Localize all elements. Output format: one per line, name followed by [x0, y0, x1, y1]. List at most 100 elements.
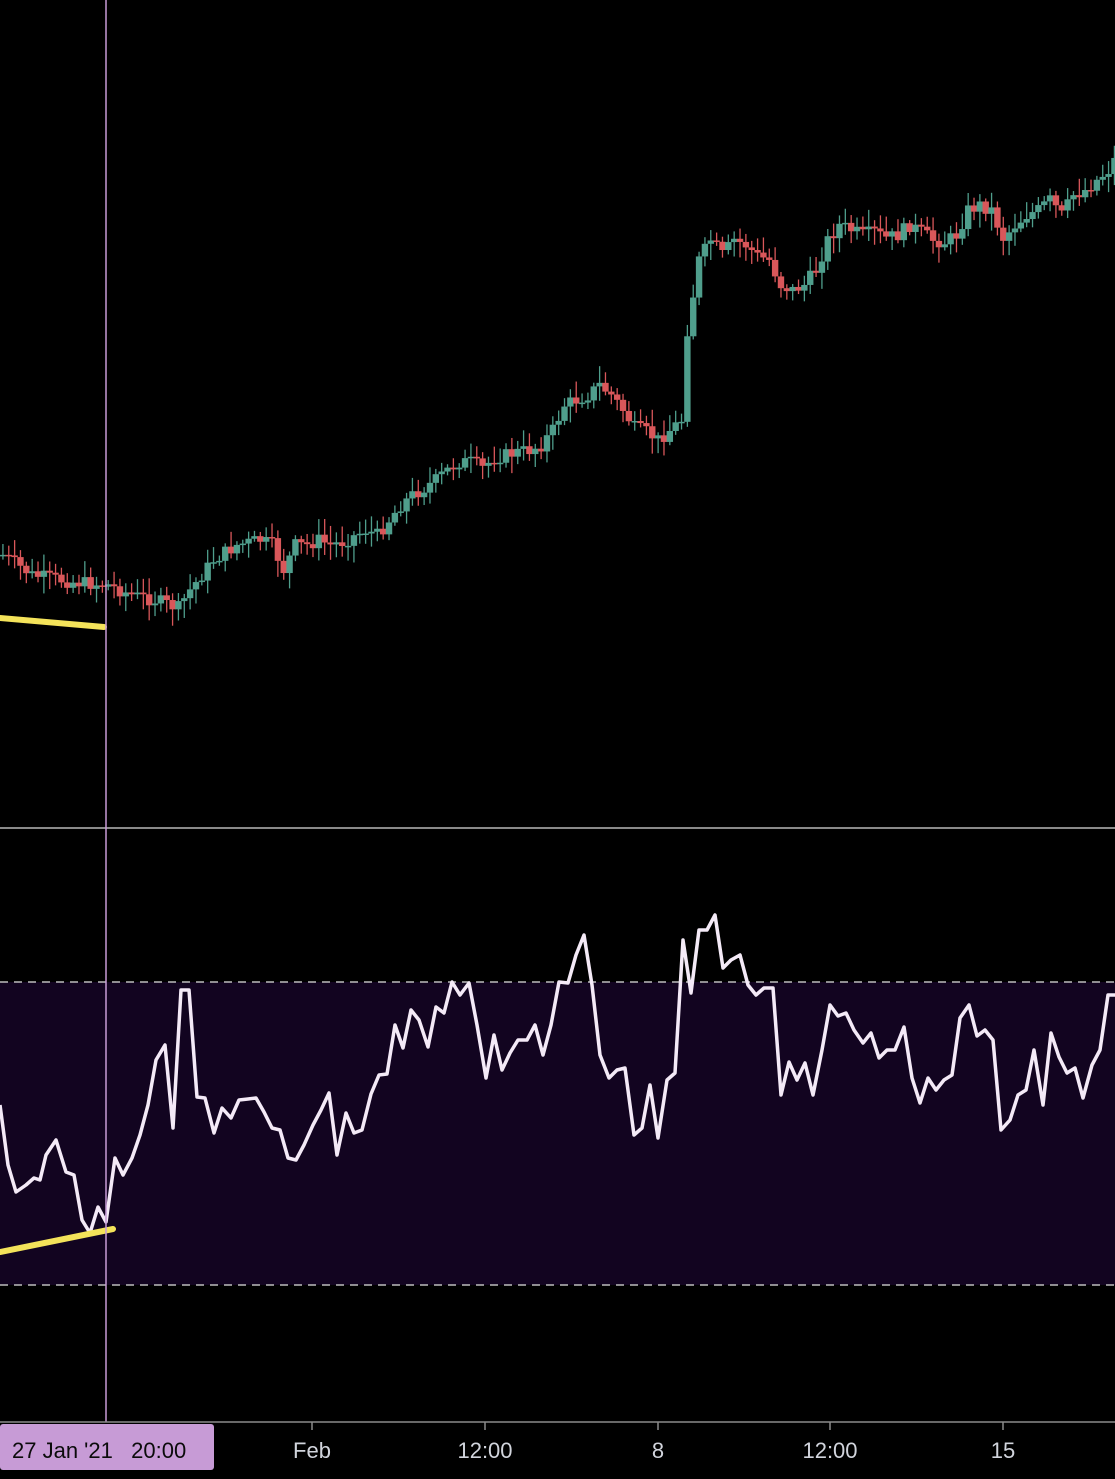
candle-body: [268, 537, 276, 539]
candle-body: [537, 448, 545, 452]
candle-body: [233, 544, 241, 554]
candle-body: [99, 585, 106, 587]
time-axis: Feb 12:00 8 12:00 15 27 Jan '21 20:00: [0, 1421, 1115, 1470]
candle-body: [532, 448, 539, 455]
candle: [812, 257, 820, 277]
candle: [964, 193, 972, 237]
candle: [883, 216, 890, 241]
candle-body: [520, 446, 527, 449]
candle: [350, 531, 358, 563]
candle: [198, 573, 206, 586]
candle: [847, 215, 855, 244]
candle: [1011, 213, 1019, 246]
candle-body: [0, 554, 7, 557]
candle: [128, 583, 135, 602]
candle-body: [391, 512, 399, 523]
candle-body: [1011, 228, 1019, 233]
candle-body: [52, 572, 59, 575]
candle: [613, 388, 621, 411]
candle: [520, 430, 527, 461]
candle-body: [420, 492, 428, 498]
candle: [754, 238, 761, 262]
candle: [649, 409, 656, 454]
candle-body: [456, 467, 463, 470]
candle-body: [145, 594, 153, 606]
candle-body: [613, 394, 621, 400]
time-tick-label: 12:00: [457, 1438, 512, 1463]
candle-body: [976, 201, 984, 212]
candle: [286, 551, 293, 589]
candle-body: [198, 580, 206, 583]
candle-body: [368, 531, 375, 534]
candle: [210, 547, 217, 569]
candle-body: [795, 286, 802, 291]
candle-body: [175, 601, 182, 610]
candle: [1111, 145, 1115, 186]
candle: [368, 516, 375, 547]
candle-body: [695, 256, 703, 298]
candle-body: [959, 229, 966, 239]
candle-body: [619, 399, 627, 411]
candle-body: [1105, 174, 1112, 177]
candle-body: [596, 382, 603, 387]
candle: [1029, 202, 1036, 228]
candle: [292, 535, 299, 562]
candle-body: [239, 543, 246, 546]
candle-body: [81, 577, 89, 587]
candle: [976, 194, 984, 228]
candle: [169, 593, 176, 626]
candle: [327, 525, 334, 560]
candle-body: [818, 261, 826, 273]
candle: [356, 521, 363, 544]
candle-body: [924, 226, 931, 231]
candle-body: [496, 462, 504, 465]
candle: [941, 231, 948, 251]
candle: [625, 401, 633, 426]
candle: [204, 549, 211, 594]
candle: [573, 381, 580, 413]
candle: [935, 233, 943, 263]
candle: [807, 256, 814, 294]
candle-body: [514, 448, 521, 457]
candle: [777, 271, 785, 298]
candle: [947, 225, 954, 255]
candle: [186, 574, 194, 610]
candle: [274, 530, 282, 577]
candle: [216, 555, 223, 566]
candle-body: [491, 462, 498, 465]
candle-body: [181, 598, 188, 602]
candle: [730, 231, 738, 257]
candle-body: [643, 423, 650, 427]
candle: [543, 424, 551, 463]
candle: [994, 201, 1001, 236]
candle: [485, 456, 492, 478]
candle: [409, 477, 416, 506]
candle: [502, 443, 510, 468]
candle: [988, 192, 995, 231]
candle: [619, 393, 627, 423]
candle: [684, 324, 691, 427]
candle: [397, 501, 404, 517]
candle-body: [327, 542, 334, 545]
candle-body: [935, 240, 943, 248]
candle: [479, 452, 486, 480]
candle-body: [631, 421, 638, 423]
candle: [771, 247, 779, 283]
candle-body: [163, 595, 170, 601]
candle: [719, 236, 726, 258]
candle: [473, 446, 480, 466]
candle-body: [251, 536, 258, 539]
candle-body: [1099, 176, 1106, 180]
candle-body: [485, 462, 492, 466]
candle-body: [1046, 195, 1054, 202]
candle-body: [134, 592, 141, 595]
candle: [836, 215, 843, 253]
candle-body: [713, 240, 720, 242]
candle: [87, 567, 94, 596]
candle: [227, 531, 235, 559]
candle-body: [543, 435, 551, 452]
candle-body: [894, 231, 902, 241]
candle: [303, 533, 311, 555]
candle-body: [292, 539, 299, 556]
